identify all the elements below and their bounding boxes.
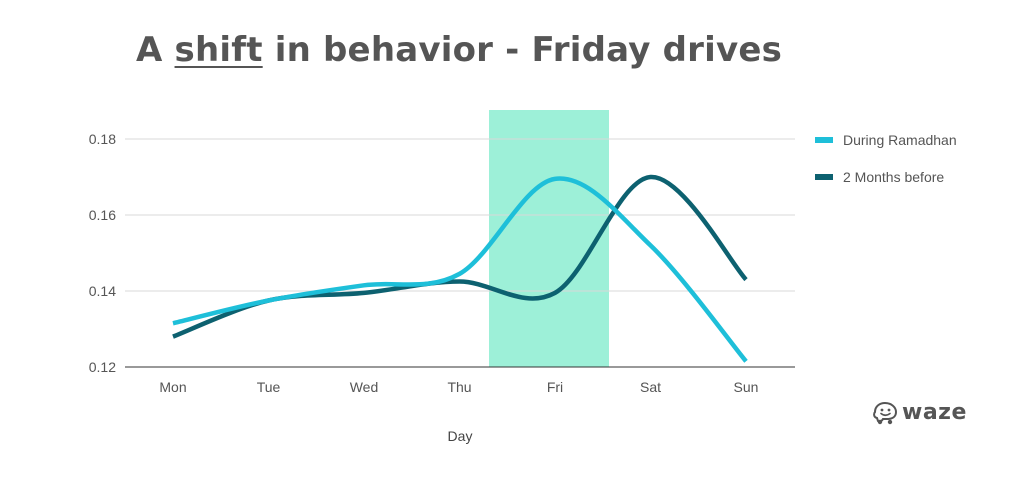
x-axis-title: Day: [448, 428, 473, 444]
y-tick-label: 0.14: [89, 283, 116, 299]
series-layer: [172, 174, 748, 363]
x-tick-label: Tue: [257, 379, 281, 395]
legend: During Ramadhan 2 Months before: [815, 132, 957, 185]
y-tick-label: 0.16: [89, 207, 116, 223]
legend-swatch: [815, 137, 833, 143]
x-tick-label: Sat: [640, 379, 661, 395]
series-line-during-ramadhan: [172, 176, 748, 363]
y-tick-label: 0.12: [89, 359, 116, 375]
title-emphasis: shift: [174, 30, 263, 70]
title-suffix: in behavior - Friday drives: [262, 30, 783, 70]
chart-title: A shift in behavior - Friday drives: [0, 30, 918, 70]
legend-label: During Ramadhan: [843, 132, 957, 148]
highlight-band-fri: [489, 110, 609, 367]
x-tick-label: Wed: [350, 379, 379, 395]
legend-label: 2 Months before: [843, 169, 944, 185]
x-axis-ticks: Mon Tue Wed Thu Fri Sat Sun: [159, 379, 758, 395]
x-tick-label: Thu: [447, 379, 471, 395]
waze-logo-text: waze: [902, 400, 967, 425]
y-tick-label: 0.18: [89, 131, 116, 147]
highlight-layer: [489, 110, 609, 367]
y-axis-ticks: 0.12 0.14 0.16 0.18: [89, 131, 116, 375]
x-tick-label: Fri: [547, 379, 563, 395]
x-tick-label: Mon: [159, 379, 186, 395]
grid-layer: [125, 138, 795, 368]
legend-swatch: [815, 174, 833, 180]
waze-smiley-icon: [873, 401, 898, 424]
waze-logo: waze: [872, 400, 967, 425]
title-prefix: A: [135, 30, 175, 70]
x-tick-label: Sun: [734, 379, 759, 395]
